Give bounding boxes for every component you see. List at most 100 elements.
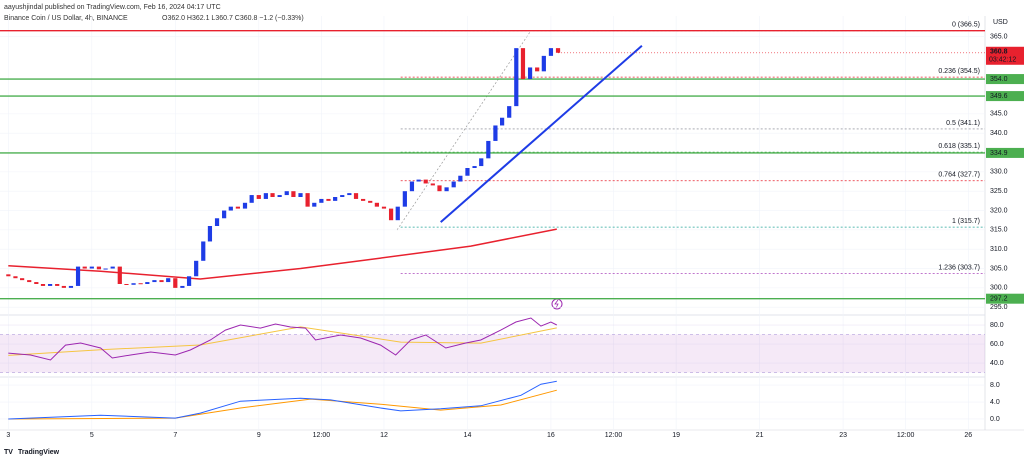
y-tick-label: 310.0 [990, 246, 1008, 253]
candle-body [13, 276, 18, 279]
candle-body [47, 284, 53, 286]
candle-body [514, 48, 519, 107]
candle-body [186, 276, 192, 286]
candle-body [152, 280, 157, 283]
candle-body [55, 284, 60, 286]
candle-body [256, 195, 261, 199]
bar-countdown: 03:42:12 [989, 57, 1016, 64]
candle-body [499, 117, 505, 126]
x-tick-label: 7 [173, 432, 177, 439]
rsi-tick-label: 60.0 [990, 341, 1004, 348]
candle-body [333, 197, 338, 201]
y-tick-label: 315.0 [990, 227, 1008, 234]
candle-body [228, 206, 233, 211]
macd-tick-label: 4.0 [990, 399, 1000, 406]
fib-label: 0.236 (354.5) [938, 68, 980, 75]
candle-body [395, 206, 400, 221]
x-tick-label: 12:00 [313, 432, 331, 439]
candle-body [520, 48, 526, 80]
x-tick-label: 23 [839, 432, 847, 439]
x-tick-label: 9 [257, 432, 261, 439]
candle-body [166, 278, 171, 283]
x-tick-label: 12:00 [897, 432, 915, 439]
candle-body [388, 208, 394, 221]
candle-body [319, 198, 324, 203]
candle-body [507, 106, 512, 118]
macd-line [8, 380, 557, 420]
candle-body [117, 266, 122, 284]
candle-body [263, 193, 268, 199]
candle-body [201, 241, 206, 261]
level-tag [986, 91, 1024, 102]
candle-body [180, 285, 185, 288]
candle-body [235, 206, 241, 209]
candle-body [159, 280, 164, 283]
x-tick-label: 19 [672, 432, 680, 439]
candle-body [451, 181, 456, 188]
candle-body [124, 284, 129, 285]
candle-body [381, 206, 387, 209]
candle-body [277, 195, 282, 197]
candle-body [298, 193, 303, 197]
y-tick-label: 305.0 [990, 265, 1008, 272]
fib-label: 0.5 (341.1) [946, 120, 980, 127]
footer-logo: TradingView [18, 449, 60, 456]
fib-label: 1 (315.7) [952, 218, 980, 225]
fib-label: 0 (366.5) [952, 22, 980, 29]
x-tick-label: 26 [964, 432, 972, 439]
candle-body [527, 67, 533, 80]
event-icon-bolt [554, 299, 559, 309]
level-tag [986, 293, 1024, 304]
candle-body [194, 260, 199, 277]
candle-body [486, 140, 491, 159]
rsi-line [8, 317, 558, 361]
candle-body [284, 191, 289, 196]
candle-body [444, 187, 449, 192]
y-tick-label: 320.0 [990, 207, 1008, 214]
candle-body [82, 266, 87, 269]
candle-body [347, 193, 352, 196]
y-tick-label: 325.0 [990, 188, 1008, 195]
fib-label: 0.618 (335.1) [938, 143, 980, 150]
candle-body [465, 168, 470, 176]
candle-body [222, 210, 227, 219]
candle-body [353, 193, 359, 199]
candle-body [409, 181, 415, 192]
candle-body [535, 67, 540, 72]
currency: USD [993, 19, 1008, 26]
candle-body [326, 198, 331, 201]
y-tick-label: 330.0 [990, 169, 1008, 176]
candle-body [472, 166, 477, 168]
candle-body [242, 202, 248, 209]
candle-body [305, 193, 310, 207]
candle-body [145, 282, 150, 284]
x-tick-label: 12 [380, 432, 388, 439]
candle-body [416, 179, 421, 182]
candle-body [555, 48, 561, 53]
level-tag-label: 334.9 [990, 150, 1008, 157]
ohlc: O362.0 H362.1 L360.7 C360.8 −1.2 (−0.33%… [162, 15, 304, 22]
level-tag [986, 147, 1024, 158]
candle-body [291, 191, 296, 197]
rsi-tick-label: 80.0 [990, 322, 1004, 329]
candle-body [312, 202, 317, 207]
symbol-title: Binance Coin / US Dollar, 4h, BINANCE [4, 15, 128, 22]
candle-body [40, 284, 46, 286]
x-tick-label: 14 [464, 432, 472, 439]
candle-body [479, 158, 484, 167]
candle-body [110, 266, 115, 269]
y-tick-label: 365.0 [990, 33, 1008, 40]
y-tick-label: 345.0 [990, 111, 1008, 118]
candle-body [270, 193, 275, 197]
candle-body [68, 285, 74, 288]
rsi-tick-label: 40.0 [990, 360, 1004, 367]
trendline [440, 45, 643, 223]
candle-body [458, 175, 463, 182]
candle-body [374, 202, 379, 207]
fib-label: 0.764 (327.7) [938, 172, 980, 179]
y-tick-label: 300.0 [990, 285, 1008, 292]
x-tick-label: 5 [90, 432, 94, 439]
candle-body [131, 283, 136, 285]
